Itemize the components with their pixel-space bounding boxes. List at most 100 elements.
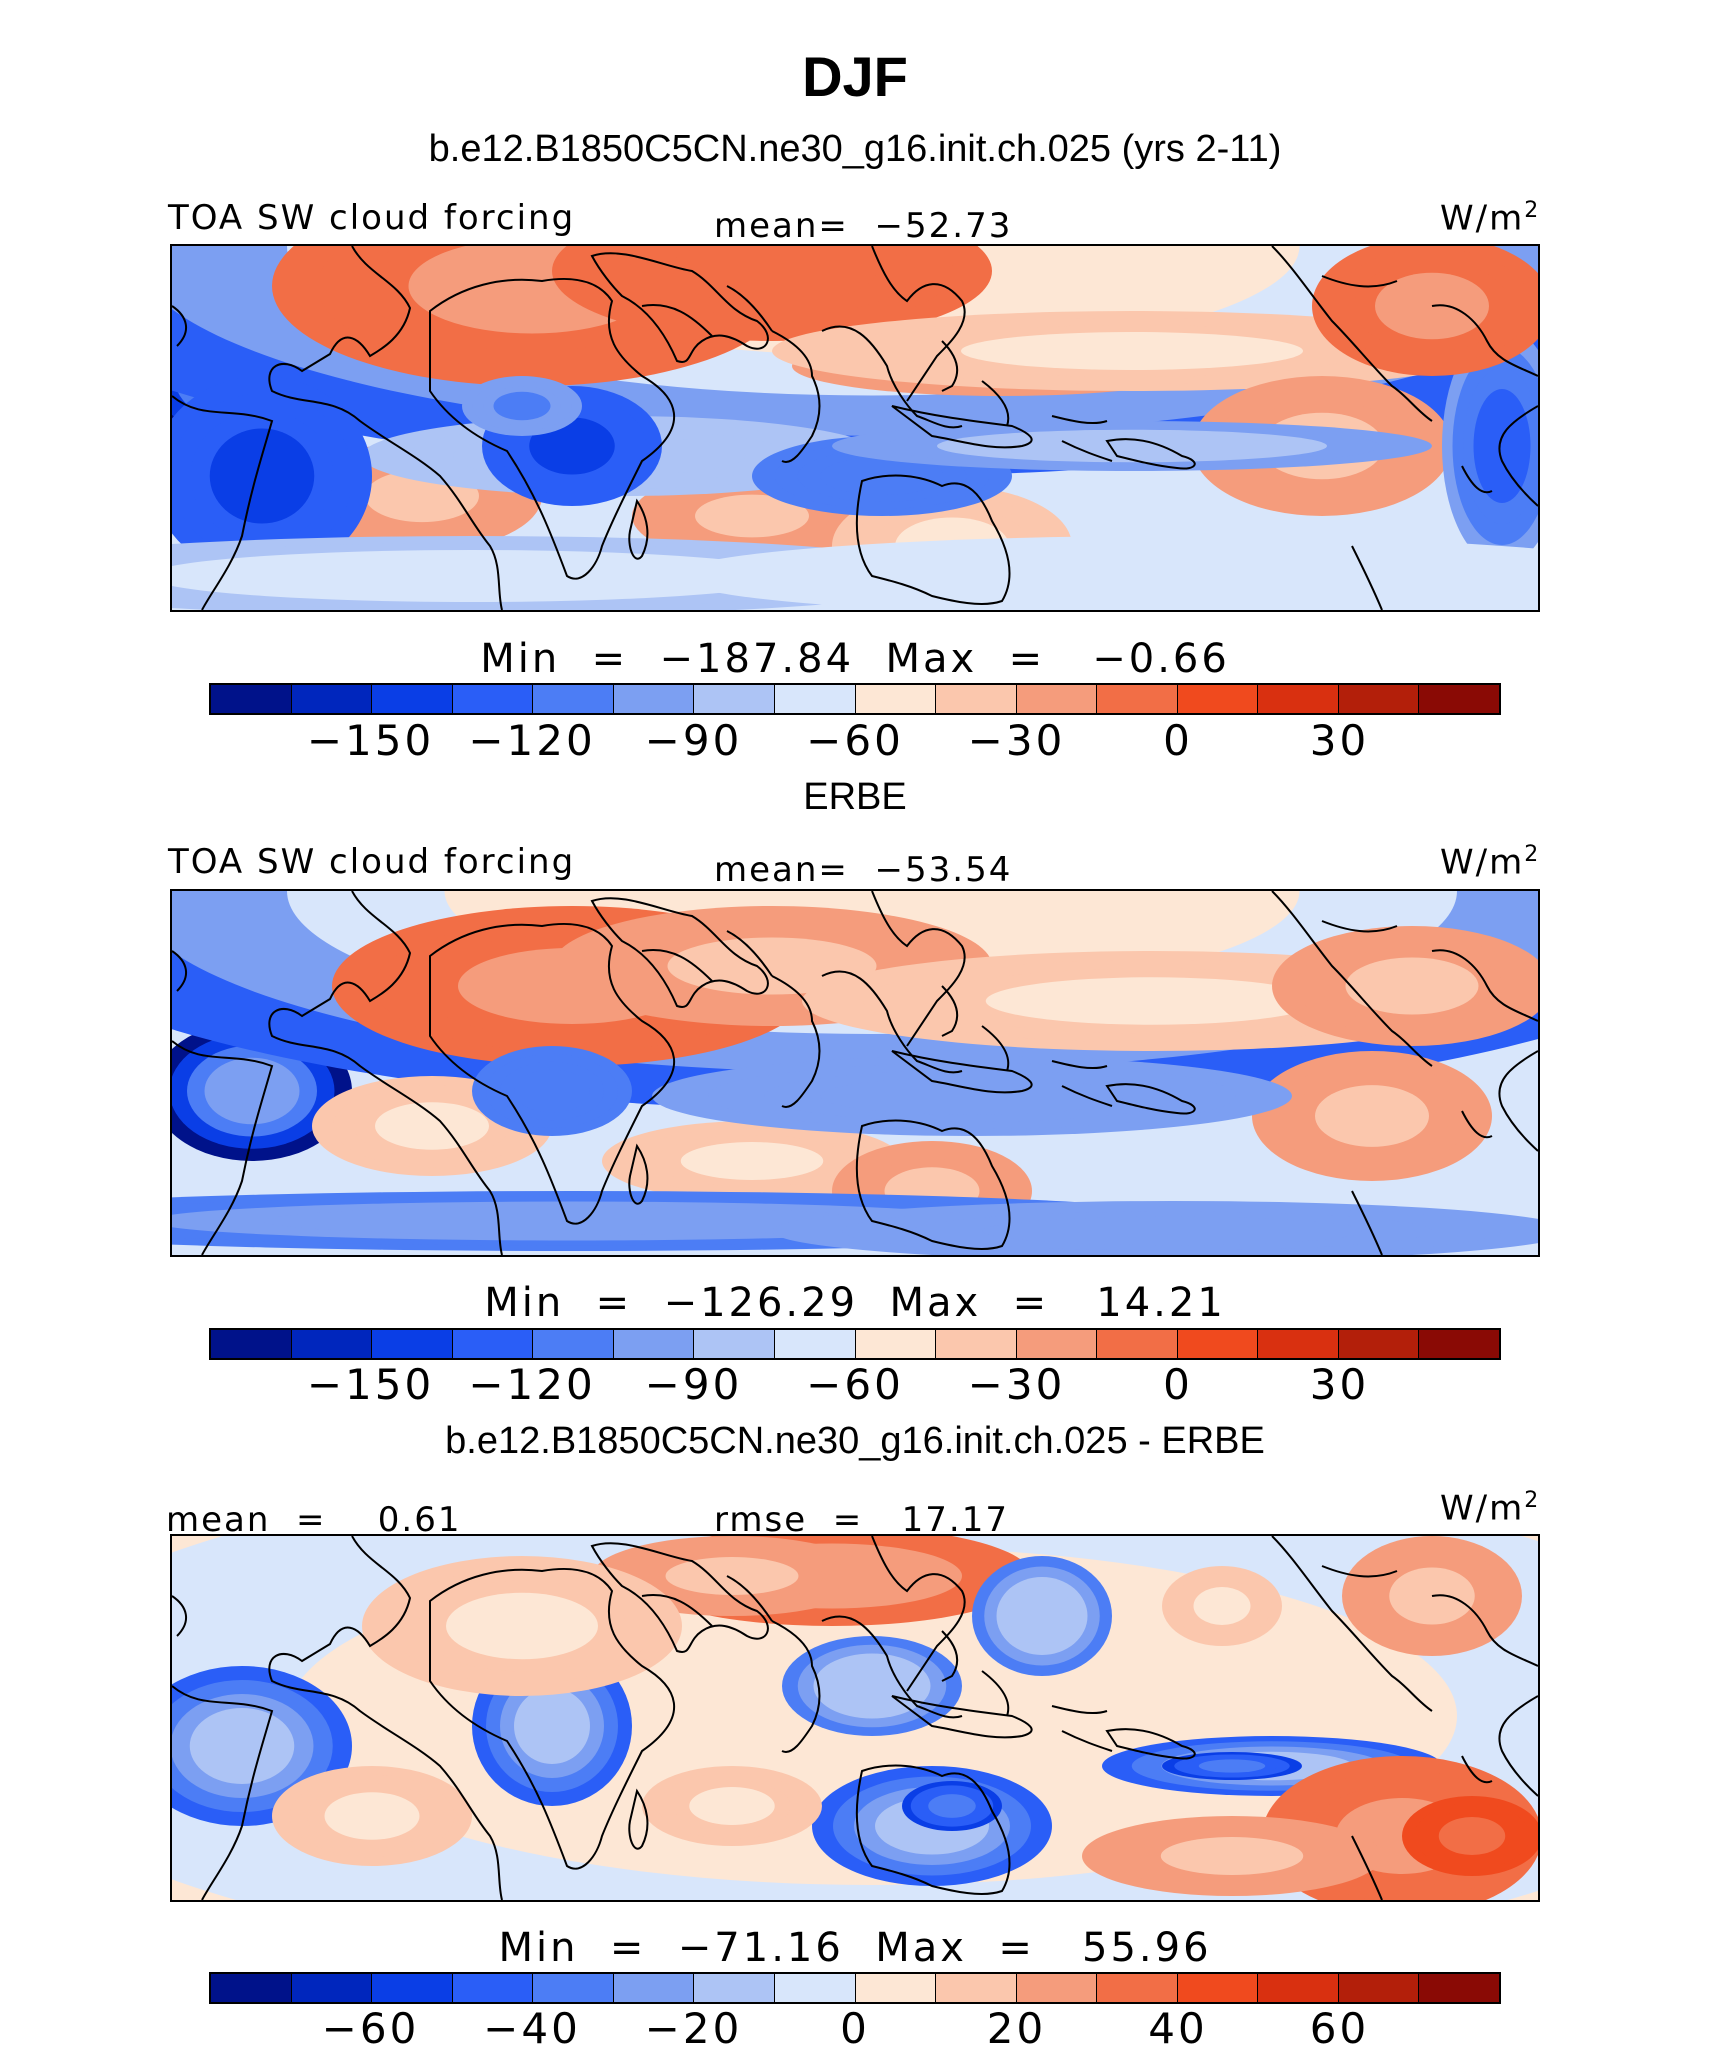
contour-field bbox=[1160, 1837, 1304, 1875]
panel3-units: W/m2 bbox=[1440, 1488, 1540, 1528]
colorbar-tick-label: −90 bbox=[644, 1360, 743, 1409]
contour-field bbox=[928, 1794, 976, 1818]
coastline bbox=[628, 1143, 649, 1205]
colorbar-swatch bbox=[1177, 1330, 1259, 1358]
colorbar-swatch bbox=[533, 1330, 614, 1358]
panel2-center-label: mean= −53.54 bbox=[714, 850, 1013, 890]
coastline bbox=[771, 975, 821, 1108]
contour-field bbox=[1198, 1759, 1266, 1773]
colorbar-swatch bbox=[936, 1974, 1017, 2002]
coastline bbox=[1105, 1728, 1196, 1760]
coastline bbox=[1271, 891, 1433, 1067]
colorbar-tick-label: −150 bbox=[306, 1360, 435, 1409]
colorbar-tick-label: −120 bbox=[468, 716, 596, 765]
main-title: DJF bbox=[802, 45, 908, 108]
panel2-map bbox=[170, 889, 1540, 1257]
colorbar-tick-label: −30 bbox=[967, 716, 1066, 765]
colorbar-tick-label: 30 bbox=[1309, 1360, 1370, 1409]
colorbar-swatch bbox=[694, 1974, 775, 2002]
coastline bbox=[821, 970, 963, 1074]
colorbar-swatch bbox=[855, 1330, 937, 1358]
coastline bbox=[429, 1567, 675, 1870]
panel1-minmax: Min = −187.84 Max = −0.66 bbox=[480, 636, 1230, 682]
colorbar-swatch bbox=[372, 1974, 453, 2002]
colorbar-swatch bbox=[936, 685, 1017, 713]
contour-field bbox=[514, 1688, 590, 1764]
colorbar-swatch bbox=[1097, 685, 1178, 713]
colorbar-swatch bbox=[291, 685, 373, 713]
coastline bbox=[1351, 1835, 1383, 1900]
colorbar-swatch bbox=[936, 1330, 1017, 1358]
contour-field bbox=[263, 1206, 881, 1236]
coastline bbox=[1498, 1050, 1538, 1152]
contour-field bbox=[667, 246, 877, 305]
contour-field bbox=[1473, 389, 1531, 503]
contour-field bbox=[985, 977, 1319, 1025]
panel3-map bbox=[170, 1534, 1540, 1902]
coastline bbox=[641, 949, 713, 982]
contour-field bbox=[209, 428, 315, 524]
contour-field bbox=[961, 332, 1303, 370]
coastline bbox=[628, 498, 649, 560]
panel2-title: ERBE bbox=[803, 776, 907, 818]
contour-field bbox=[234, 557, 710, 595]
panel3-units-base: W/m bbox=[1440, 1488, 1525, 1529]
colorbar-tick-label: −150 bbox=[306, 716, 435, 765]
panel1-map-svg bbox=[172, 246, 1538, 610]
colorbar-swatch bbox=[533, 1974, 614, 2002]
coastline bbox=[268, 246, 503, 610]
coastline bbox=[891, 1695, 1033, 1739]
coastline bbox=[172, 1595, 274, 1900]
colorbar-tick-label: 30 bbox=[1309, 716, 1370, 765]
coastline bbox=[1321, 920, 1398, 933]
contour-field bbox=[204, 1057, 300, 1125]
coastline bbox=[1321, 1565, 1398, 1578]
contour-field bbox=[665, 1557, 799, 1595]
colorbar-swatch bbox=[1338, 1974, 1420, 2002]
contour-field bbox=[934, 557, 1410, 595]
panel2-units-sup: 2 bbox=[1524, 842, 1541, 867]
contour-field bbox=[1438, 1817, 1506, 1855]
colorbar-tick-label: −90 bbox=[644, 716, 743, 765]
coastline bbox=[590, 252, 769, 363]
panel1-title: b.e12.B1850C5CN.ne30_g16.init.ch.025 (yr… bbox=[428, 128, 1282, 170]
coastline bbox=[1271, 1536, 1433, 1712]
colorbar-swatch bbox=[1419, 1330, 1499, 1358]
coastline bbox=[641, 304, 713, 337]
coastline bbox=[855, 1119, 1011, 1250]
colorbar-tick-label: −120 bbox=[468, 1360, 596, 1409]
contour-field bbox=[446, 1592, 598, 1660]
coastline bbox=[590, 1542, 769, 1653]
coastline bbox=[1351, 545, 1383, 610]
coastline bbox=[1461, 465, 1493, 494]
coastline bbox=[641, 1594, 713, 1627]
coastline bbox=[1461, 1755, 1493, 1784]
colorbar-swatch bbox=[452, 685, 534, 713]
colorbar-tick-label: −60 bbox=[321, 2004, 420, 2053]
coastline bbox=[1431, 1594, 1538, 1667]
colorbar-swatch bbox=[1258, 685, 1339, 713]
colorbar-swatch bbox=[1097, 1330, 1178, 1358]
colorbar-tick-label: 0 bbox=[1163, 716, 1193, 765]
coastline bbox=[891, 1050, 1033, 1094]
coastline bbox=[981, 380, 1010, 427]
colorbar-tick-label: 0 bbox=[1163, 1360, 1193, 1409]
colorbar-swatch bbox=[452, 1330, 534, 1358]
coastline bbox=[172, 950, 274, 1255]
panel3-units-sup: 2 bbox=[1524, 1488, 1541, 1513]
colorbar-swatch bbox=[613, 1974, 695, 2002]
colorbar-swatch bbox=[774, 1330, 856, 1358]
colorbar-tick-label: 60 bbox=[1309, 2004, 1370, 2053]
coastline bbox=[1431, 304, 1538, 377]
panel1-units-base: W/m bbox=[1440, 198, 1525, 239]
contour-field bbox=[989, 434, 1275, 458]
contour-field bbox=[375, 1102, 489, 1150]
panel2-minmax: Min = −126.29 Max = 14.21 bbox=[484, 1280, 1226, 1326]
coastline bbox=[1498, 1695, 1538, 1797]
coastline bbox=[268, 891, 503, 1255]
coastline bbox=[941, 340, 959, 392]
colorbar-tick-label: −60 bbox=[806, 716, 904, 765]
coastline bbox=[726, 1575, 773, 1622]
coastline bbox=[1105, 1083, 1196, 1115]
